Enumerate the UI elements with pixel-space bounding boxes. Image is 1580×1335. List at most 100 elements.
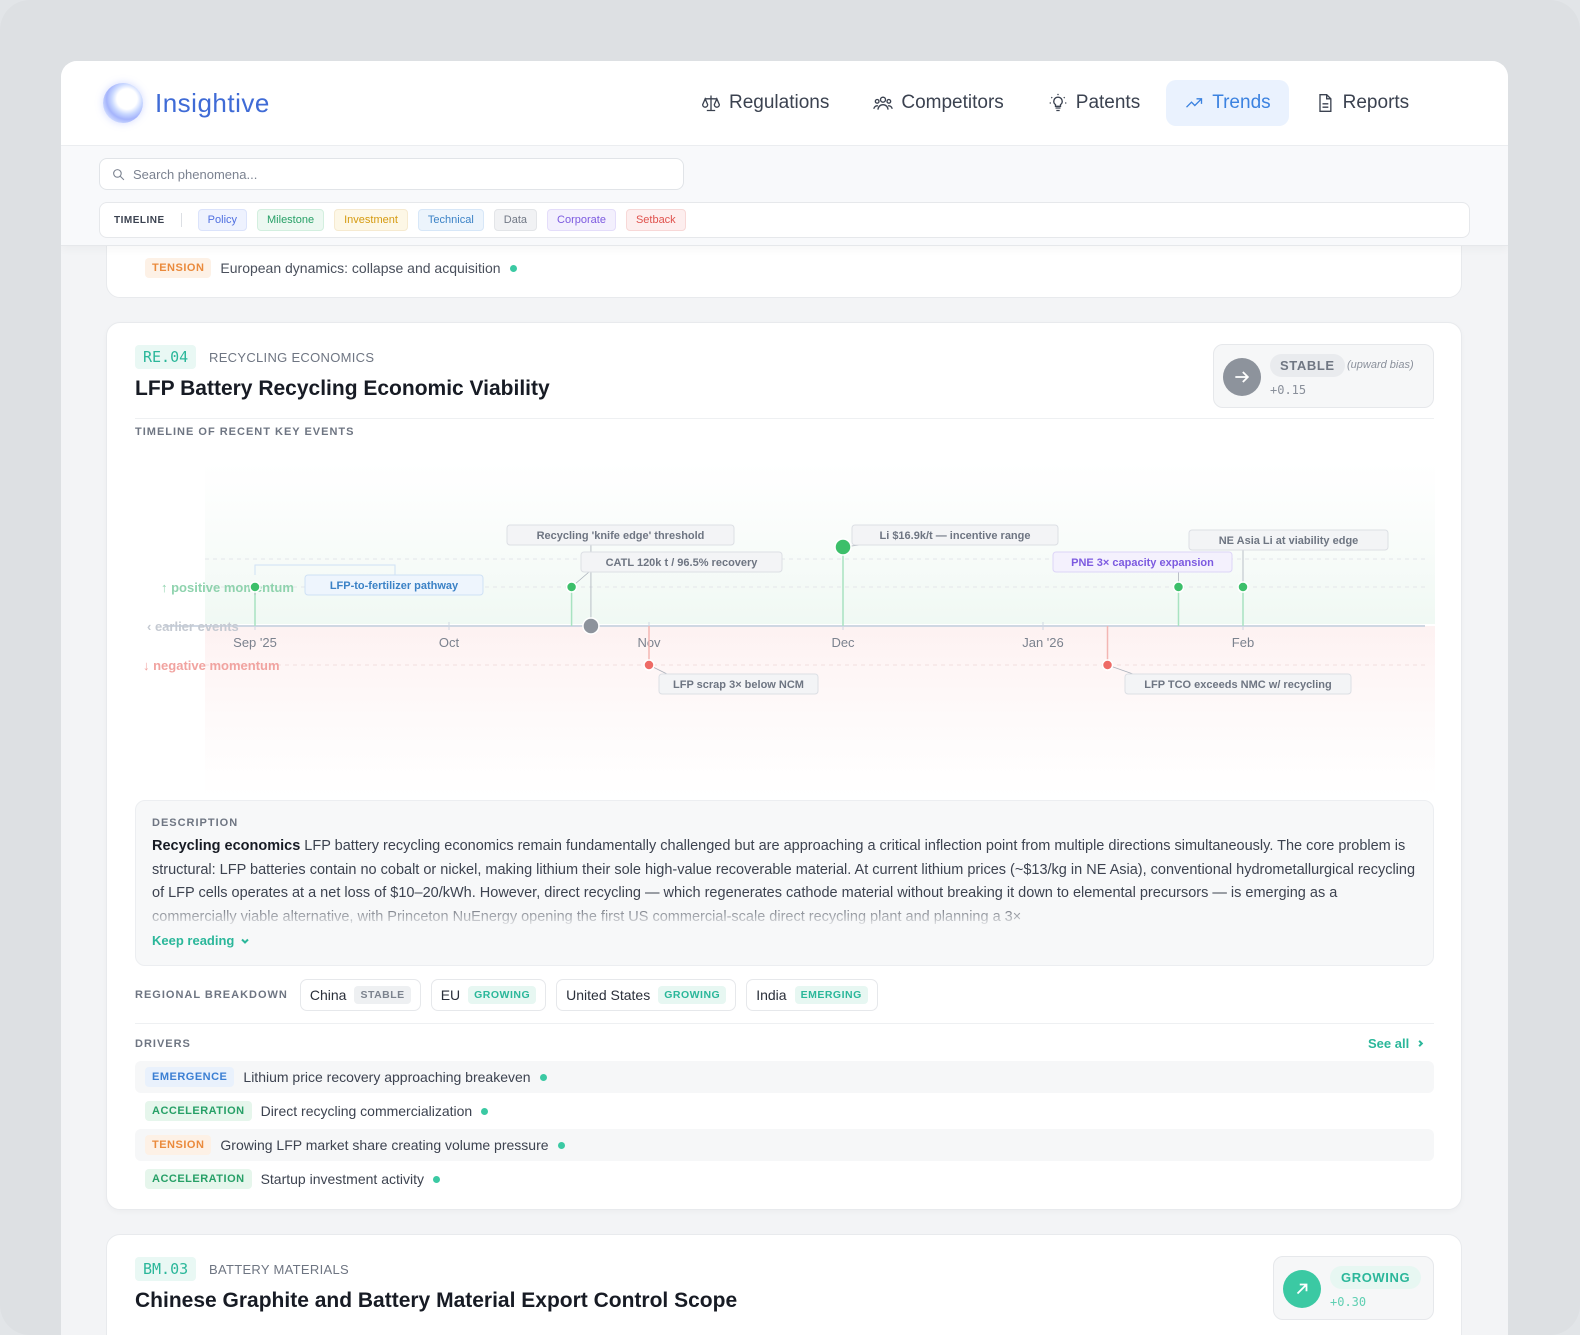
nav-competitors[interactable]: Competitors	[855, 80, 1021, 126]
event-label-box	[851, 524, 1059, 546]
drivers-label: DRIVERS	[135, 1038, 191, 1050]
regional-label: REGIONAL BREAKDOWN	[135, 989, 288, 1001]
axis-tick-label: Oct	[439, 635, 460, 650]
timeline-event[interactable]: Recycling 'knife edge' threshold	[506, 524, 735, 635]
earlier-events-button[interactable]: ‹ earlier events	[147, 619, 239, 634]
axis-tick-label: Jan '26	[1022, 635, 1064, 650]
main-nav: Regulations Competitors Patents Trends R…	[683, 80, 1427, 126]
timeline-legend: TIMELINE Policy Milestone Investment Tec…	[99, 202, 1470, 238]
negative-zone	[205, 626, 1435, 798]
search-icon	[113, 168, 125, 180]
event-dot[interactable]	[582, 617, 600, 635]
event-label-box	[1124, 673, 1352, 695]
trend-title[interactable]: LFP Battery Recycling Economic Viability	[135, 377, 550, 400]
status-dot	[509, 264, 517, 272]
timeline-event[interactable]: LFP scrap 3× below NCM	[643, 626, 819, 695]
negative-momentum-label: ↓ negative momentum	[143, 658, 280, 673]
region-eu[interactable]: EU GROWING	[430, 979, 547, 1011]
timeline-label: TIMELINE OF RECENT KEY EVENTS	[135, 426, 355, 438]
axis-tick-label: Sep '25	[233, 635, 277, 650]
status-dot	[539, 1073, 547, 1081]
event-dot[interactable]	[1101, 659, 1114, 671]
region-status-badge: EMERGING	[794, 986, 868, 1004]
region-india[interactable]: India EMERGING	[746, 979, 878, 1011]
timeline-event[interactable]: LFP-to-fertilizer pathway	[249, 574, 484, 626]
timeline-event[interactable]: NE Asia Li at viability edge	[1188, 529, 1389, 626]
legend-chip-investment[interactable]: Investment	[334, 209, 408, 231]
label-bracket	[254, 564, 396, 575]
driver-row[interactable]: TENSION Growing LFP market share creatin…	[135, 1129, 1434, 1161]
trend-code: RE.04	[135, 345, 197, 369]
timeline-event[interactable]: CATL 120k t / 96.5% recovery	[565, 551, 783, 626]
driver-row[interactable]: ACCELERATION Direct recycling commercial…	[135, 1095, 1434, 1127]
event-dot[interactable]	[834, 538, 852, 556]
status-dot	[557, 1141, 565, 1149]
event-dot[interactable]	[1172, 581, 1185, 593]
timeline-event[interactable]: Li $16.9k/t — incentive range	[834, 524, 1059, 626]
event-dot[interactable]	[1237, 581, 1249, 593]
trend-title[interactable]: Chinese Graphite and Battery Material Ex…	[135, 1289, 738, 1312]
driver-text: Lithium price recovery approaching break…	[243, 1069, 531, 1085]
timeline-event[interactable]: PNE 3× capacity expansion	[1052, 551, 1233, 626]
brand-name[interactable]: Insightive	[155, 88, 270, 118]
legend-chip-corporate[interactable]: Corporate	[547, 209, 616, 231]
driver-row[interactable]: TENSION European dynamics: collapse and …	[145, 258, 517, 278]
event-label: PNE 3× capacity expansion	[1071, 557, 1214, 569]
see-all-link[interactable]: See all	[1368, 1036, 1425, 1051]
event-dot[interactable]	[565, 581, 578, 593]
event-label: Li $16.9k/t — incentive range	[879, 530, 1030, 542]
region-name: EU	[440, 987, 461, 1003]
event-label-box	[506, 524, 735, 546]
see-all-label: See all	[1368, 1036, 1410, 1051]
region-united-states[interactable]: United States GROWING	[556, 979, 737, 1011]
event-dot[interactable]	[643, 659, 655, 671]
description-fade	[136, 901, 1433, 946]
driver-text: European dynamics: collapse and acquisit…	[220, 260, 501, 276]
chevron-down-icon	[241, 938, 250, 944]
arrow-up-right-icon	[1283, 1270, 1321, 1308]
timeline-svg: ↑ positive momentum ↓ negative momentum ‹ …	[143, 462, 1435, 798]
region-china[interactable]: China STABLE	[299, 979, 421, 1011]
trend-category: RECYCLING ECONOMICS	[209, 350, 375, 365]
timeline-event[interactable]: LFP TCO exceeds NMC w/ recycling	[1101, 626, 1352, 695]
logo-icon[interactable]	[103, 83, 143, 123]
search-input[interactable]: Search phenomena...	[99, 158, 684, 190]
legend-title: TIMELINE	[114, 214, 165, 226]
status-badge: GROWING	[1330, 1266, 1422, 1289]
nav-trends[interactable]: Trends	[1166, 80, 1289, 126]
driver-text: Direct recycling commercialization	[260, 1103, 473, 1119]
legend-chip-setback[interactable]: Setback	[625, 209, 686, 231]
region-status-badge: STABLE	[354, 986, 411, 1004]
keep-reading-label: Keep reading	[152, 933, 235, 948]
driver-text: Growing LFP market share creating volume…	[220, 1137, 549, 1153]
status-bias: (upward bias)	[1347, 359, 1414, 371]
event-label: NE Asia Li at viability edge	[1219, 535, 1359, 547]
legend-chip-milestone[interactable]: Milestone	[257, 209, 325, 231]
region-name: India	[756, 987, 787, 1003]
nav-reports-label: Reports	[1342, 92, 1410, 113]
trend-category: BATTERY MATERIALS	[209, 1262, 349, 1277]
legend-chip-technical[interactable]: Technical	[417, 209, 484, 231]
nav-regulations[interactable]: Regulations	[683, 80, 847, 126]
driver-row[interactable]: ACCELERATION Startup investment activity	[135, 1163, 1434, 1195]
region-name: China	[309, 987, 347, 1003]
nav-reports[interactable]: Reports	[1297, 80, 1428, 126]
event-label: Recycling 'knife edge' threshold	[537, 530, 705, 542]
event-dot[interactable]	[249, 581, 261, 593]
scale-icon	[701, 95, 721, 112]
trend-card: RE.04 RECYCLING ECONOMICS LFP Battery Re…	[106, 322, 1462, 1210]
event-label-box	[658, 673, 819, 695]
lightbulb-icon	[1049, 93, 1067, 112]
driver-row[interactable]: EMERGENCE Lithium price recovery approac…	[135, 1061, 1434, 1093]
description-label: DESCRIPTION	[152, 817, 239, 829]
legend-chip-data[interactable]: Data	[493, 209, 538, 231]
previous-trend-card: TENSION European dynamics: collapse and …	[106, 236, 1462, 298]
trend-code: BM.03	[135, 1257, 197, 1281]
keep-reading-button[interactable]: Keep reading	[152, 933, 250, 948]
driver-tag: ACCELERATION	[145, 1169, 252, 1189]
event-label-box	[580, 551, 783, 573]
status-dot	[481, 1107, 489, 1115]
legend-chip-policy[interactable]: Policy	[197, 209, 248, 231]
nav-patents[interactable]: Patents	[1030, 80, 1158, 126]
event-label-box	[1052, 551, 1233, 573]
